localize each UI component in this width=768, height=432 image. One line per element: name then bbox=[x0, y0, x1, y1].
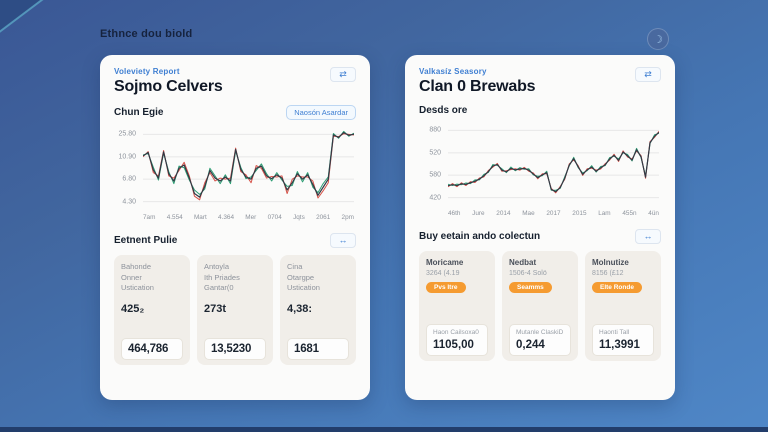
x-tick-label: 0704 bbox=[267, 214, 282, 221]
metric-value: 425₂ bbox=[121, 302, 145, 315]
expand-button[interactable]: ⇄ bbox=[635, 67, 661, 82]
metric-card: Cina Otargpe Ustication 4,38: 1681 bbox=[280, 255, 356, 365]
status-badge: Pvs Itre bbox=[426, 282, 466, 293]
x-tick-label: 4ün bbox=[648, 210, 659, 217]
corner-decoration bbox=[0, 0, 46, 34]
metric-name: Molnutize bbox=[592, 258, 629, 267]
metric-footer-label: Mutanle ClaskiD bbox=[516, 329, 564, 336]
page-title: Ethnce dou biold bbox=[100, 28, 193, 40]
x-tick-label: 455n bbox=[622, 210, 637, 217]
metric-name: Nedbat bbox=[509, 258, 537, 267]
corner-triangle bbox=[0, 0, 46, 34]
x-tick-label: 4.364 bbox=[218, 214, 235, 221]
bottom-edge-strip bbox=[0, 427, 768, 432]
chart-canvas bbox=[143, 126, 354, 210]
x-tick-label: Mart bbox=[193, 214, 207, 221]
x-tick-label: 2061 bbox=[316, 214, 331, 221]
y-axis-labels: 25.80 10.90 6.80 4.30 bbox=[114, 126, 139, 210]
price-chart: 25.80 10.90 6.80 4.30 7am 4.554 Mart 4.364 Mer 0… bbox=[114, 126, 356, 226]
metric-label: Cina Otargpe Ustication bbox=[287, 262, 320, 292]
x-tick-label: Lam bbox=[598, 210, 611, 217]
status-badge: Seamms bbox=[509, 282, 552, 293]
y-tick-label: 880 bbox=[429, 126, 441, 134]
section-title: Eetnent Pulie bbox=[114, 235, 178, 246]
chart-canvas bbox=[448, 122, 659, 206]
metric-footer-value: 464,786 bbox=[128, 343, 169, 355]
metric-value: 4,38: bbox=[287, 302, 313, 315]
y-tick-label: 10.90 bbox=[118, 153, 136, 161]
swap-arrows-icon: ⇄ bbox=[644, 69, 652, 79]
section-expand-button[interactable]: ↔ bbox=[635, 229, 661, 244]
action-button[interactable]: Naosón Asardar bbox=[286, 105, 356, 120]
x-tick-label: 7am bbox=[143, 214, 156, 221]
metric-value: 273t bbox=[204, 302, 227, 315]
x-tick-label: 2014 bbox=[496, 210, 511, 217]
metric-card: Nedbat 1506-4 Solö Seamms Mutanle Claski… bbox=[502, 251, 578, 361]
y-axis-labels: 880 520 580 420 bbox=[419, 122, 444, 206]
card-subtitle: Desds ore bbox=[419, 105, 468, 116]
card-eyebrow: Valkasíz Seasory bbox=[419, 67, 487, 76]
metric-card: Antoyla Ith Priades Gantar(0 273t 13,523… bbox=[197, 255, 273, 365]
card-title: Sojmo Celvers bbox=[114, 78, 223, 95]
x-tick-label: 2015 bbox=[572, 210, 587, 217]
card-subtitle: Chun Egie bbox=[114, 107, 164, 118]
x-tick-label: Mae bbox=[522, 210, 535, 217]
y-tick-label: 6.80 bbox=[122, 175, 136, 183]
metric-footer-label: Haon Cailsoxa0 bbox=[433, 329, 479, 336]
metric-footer-value: 1681 bbox=[294, 343, 319, 355]
metric-name: Moricame bbox=[426, 258, 464, 267]
expand-button[interactable]: ⇄ bbox=[330, 67, 356, 82]
x-tick-label: 2pm bbox=[341, 214, 354, 221]
metric-footer-label: Haonti Tall bbox=[599, 329, 630, 336]
metric-card: Molnutize 8156 (£12 Elte Ronde Haonti Ta… bbox=[585, 251, 661, 361]
metric-card: Moricame 3264 (4.19 Pvs Itre Haon Cailso… bbox=[419, 251, 495, 361]
swirl-icon: ☽ bbox=[653, 33, 663, 46]
y-tick-label: 520 bbox=[429, 149, 441, 157]
x-tick-label: Jure bbox=[472, 210, 485, 217]
left-right-arrow-icon: ↔ bbox=[338, 235, 348, 245]
x-axis-labels: 46th Jure 2014 Mae 2017 2015 Lam 455n 4ün bbox=[448, 210, 659, 217]
x-tick-label: 46th bbox=[448, 210, 461, 217]
metric-card: Bahonde Onner Ustication 425₂ 464,786 bbox=[114, 255, 190, 365]
metric-code: 8156 (£12 bbox=[592, 270, 624, 277]
report-card-2: Valkasíz Seasory Clan 0 Brewabs ⇄ Desds … bbox=[405, 55, 675, 400]
metric-footer-value: 0,244 bbox=[516, 339, 545, 351]
metric-code: 3264 (4.19 bbox=[426, 270, 460, 277]
y-tick-label: 4.30 bbox=[122, 198, 136, 206]
x-axis-labels: 7am 4.554 Mart 4.364 Mer 0704 Jqts 2061 2pm bbox=[143, 214, 354, 221]
y-tick-label: 420 bbox=[429, 194, 441, 202]
left-right-arrow-icon: ↔ bbox=[643, 231, 653, 241]
x-tick-label: Jqts bbox=[293, 214, 305, 221]
section-title: Buy eetain ando colectun bbox=[419, 231, 541, 242]
report-card-1: Voleviety Report Sojmo Celvers ⇄ Chun Eg… bbox=[100, 55, 370, 400]
y-tick-label: 25.80 bbox=[118, 130, 136, 138]
metric-footer-value: 13,5230 bbox=[211, 343, 252, 355]
metric-code: 1506-4 Solö bbox=[509, 270, 547, 277]
x-tick-label: Mer bbox=[245, 214, 257, 221]
metric-label: Antoyla Ith Priades Gantar(0 bbox=[204, 262, 240, 292]
section-expand-button[interactable]: ↔ bbox=[330, 233, 356, 248]
price-chart: 880 520 580 420 46th Jure 2014 Mae 2017 2015 Lam 4… bbox=[419, 122, 661, 222]
card-title: Clan 0 Brewabs bbox=[419, 78, 536, 95]
y-tick-label: 580 bbox=[429, 171, 441, 179]
status-badge: Elte Ronde bbox=[592, 282, 642, 293]
card-eyebrow: Voleviety Report bbox=[114, 67, 180, 76]
metric-footer-value: 1105,00 bbox=[433, 339, 474, 351]
swap-arrows-icon: ⇄ bbox=[339, 69, 347, 79]
x-tick-label: 4.554 bbox=[166, 214, 183, 221]
metric-label: Bahonde Onner Ustication bbox=[121, 262, 154, 292]
x-tick-label: 2017 bbox=[546, 210, 561, 217]
header-circle-button[interactable]: ☽ bbox=[647, 28, 669, 50]
metric-footer-value: 11,3991 bbox=[599, 339, 640, 351]
